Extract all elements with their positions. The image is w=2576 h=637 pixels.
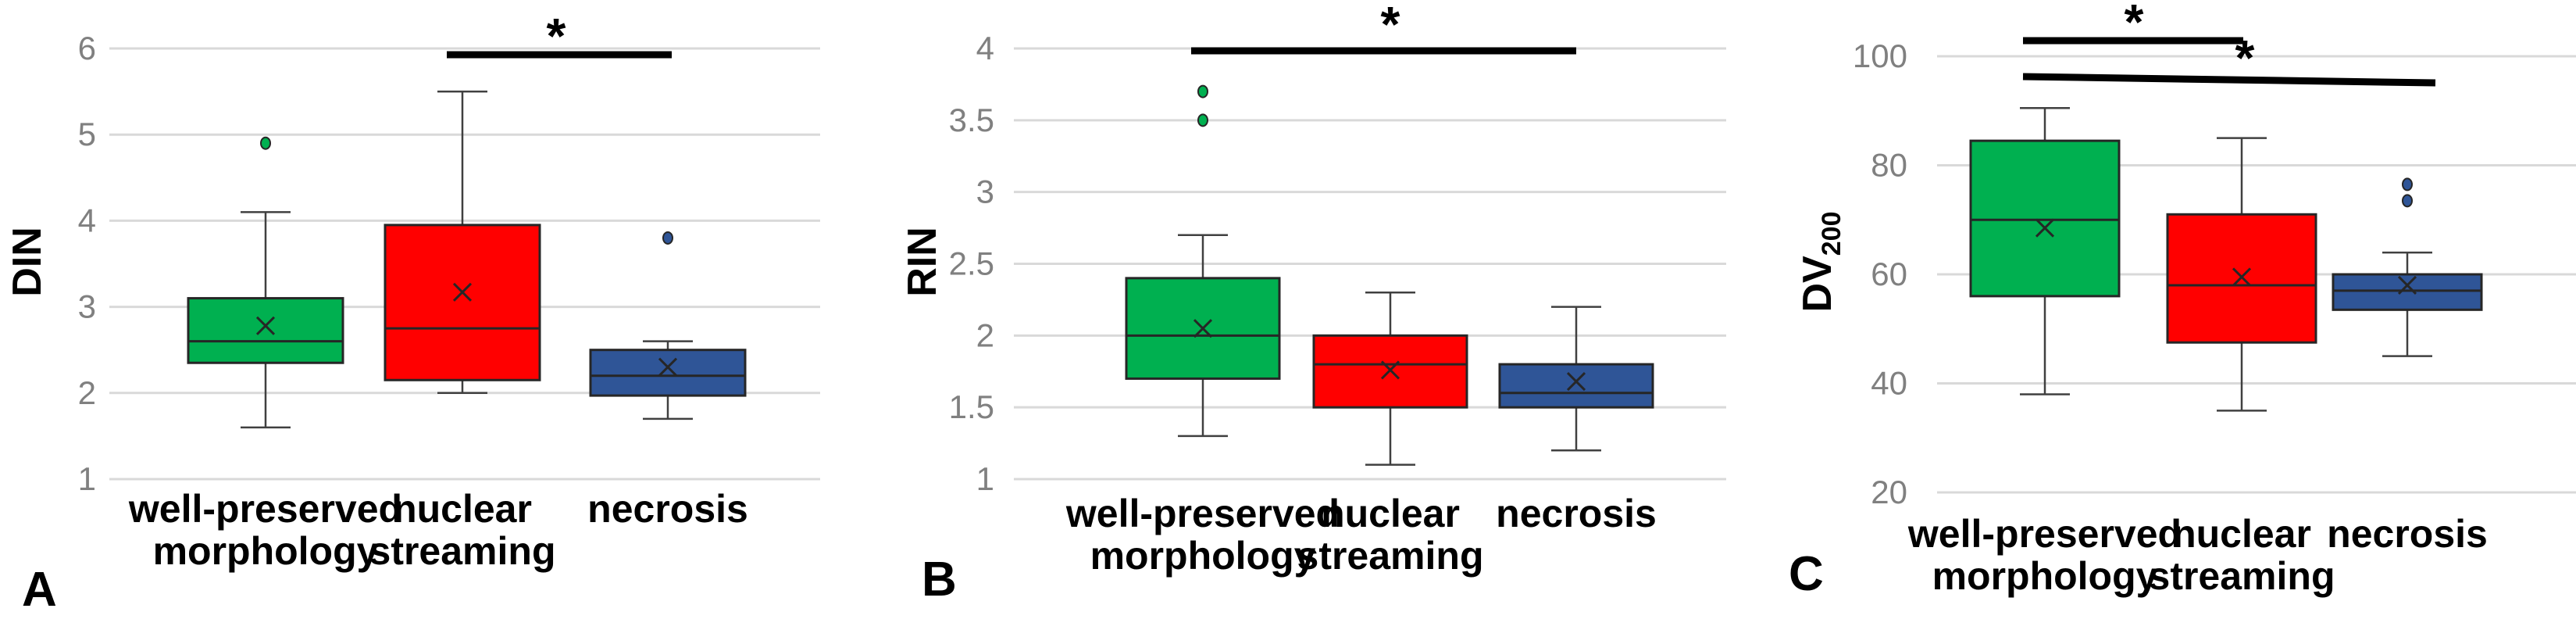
significance-star: *: [2125, 0, 2144, 50]
panel-label: A: [22, 563, 57, 617]
x-category-label: well-preserved morphology: [1065, 492, 1340, 578]
box-iqr: [589, 349, 747, 397]
x-category-label: nuclear streaming: [369, 487, 556, 573]
mean-marker: [452, 282, 473, 302]
x-category-label: well-preserved morphology: [128, 487, 402, 573]
mean-marker: [1380, 360, 1400, 380]
y-axis-label-main: RIN: [900, 227, 945, 297]
mean-marker: [2232, 267, 2252, 287]
y-tick-label: 3: [976, 174, 994, 210]
y-axis-label-subscript: 200: [1817, 212, 1846, 256]
x-category-label-line: nuclear: [2172, 512, 2311, 556]
x-category-label-line: morphology: [1932, 554, 2158, 598]
box-iqr: [187, 297, 344, 364]
y-tick-label: 4: [78, 202, 96, 238]
y-tick-label: 4: [976, 30, 994, 66]
y-tick-label: 100: [1853, 38, 1907, 74]
outlier-point: [260, 136, 271, 150]
significance-bar: [2022, 73, 2436, 87]
y-tick-label: 2: [976, 317, 994, 353]
y-tick-label: 80: [1871, 147, 1907, 184]
mean-marker: [1566, 372, 1586, 392]
significance-star: *: [547, 8, 566, 64]
y-tick-label: 1: [78, 460, 96, 497]
x-category-label-line: well-preserved: [128, 487, 402, 531]
box-iqr: [2332, 273, 2483, 311]
x-category-label-line: necrosis: [587, 487, 748, 531]
x-category-label-line: nuclear: [393, 487, 532, 531]
panel-label: B: [922, 553, 957, 607]
significance-star: *: [1381, 0, 1400, 52]
x-category-label-line: morphology: [1090, 534, 1316, 578]
x-category-label: necrosis: [1496, 492, 1657, 535]
y-tick-label: 2: [78, 374, 96, 411]
mean-marker: [2035, 218, 2055, 238]
significance-star: *: [2235, 30, 2255, 86]
y-tick-label: 6: [78, 30, 96, 66]
y-tick-label: 2.5: [949, 245, 994, 282]
x-category-label-line: necrosis: [1496, 492, 1657, 535]
panel-label: C: [1789, 547, 1824, 601]
y-tick-label: 1.5: [949, 388, 994, 425]
y-tick-label: 5: [78, 116, 96, 152]
box-iqr: [1498, 363, 1654, 409]
y-tick-label: 1: [976, 460, 994, 497]
outlier-point: [2402, 177, 2413, 191]
x-category-label-line: nuclear: [1321, 492, 1460, 535]
y-tick-label: 3: [78, 288, 96, 325]
y-axis-label-main: DV: [1795, 256, 1840, 313]
x-category-label-line: well-preserved: [1065, 492, 1340, 535]
x-category-label: necrosis: [587, 487, 748, 531]
outlier-point: [1197, 84, 1208, 98]
mean-marker: [255, 316, 276, 335]
x-category-label: well-preserved morphology: [1907, 512, 2182, 598]
box-iqr: [384, 224, 541, 381]
y-axis-label: DIN: [5, 227, 50, 297]
y-axis-label-main: DIN: [5, 227, 50, 297]
y-axis-label: RIN: [900, 227, 945, 297]
x-category-label-line: streaming: [369, 529, 556, 573]
x-category-label-line: necrosis: [2327, 512, 2488, 556]
x-category-label-line: morphology: [153, 529, 379, 573]
mean-marker: [2397, 275, 2417, 295]
x-category-label: nuclear streaming: [2149, 512, 2335, 598]
x-category-label-line: streaming: [2149, 554, 2335, 598]
y-tick-label: 60: [1871, 256, 1907, 292]
outlier-point: [2402, 194, 2413, 208]
x-category-label-line: streaming: [1297, 534, 1484, 578]
x-category-label: nuclear streaming: [1297, 492, 1484, 578]
y-tick-label: 40: [1871, 365, 1907, 402]
x-category-label: necrosis: [2327, 512, 2488, 556]
mean-marker: [658, 357, 678, 377]
outlier-point: [1197, 113, 1208, 127]
y-axis-label: DV200: [1795, 212, 1846, 313]
x-category-label-line: well-preserved: [1907, 512, 2182, 556]
y-tick-label: 3.5: [949, 102, 994, 138]
box-iqr: [1969, 139, 2121, 298]
mean-marker: [1193, 319, 1213, 338]
y-tick-label: 20: [1871, 474, 1907, 510]
outlier-point: [662, 231, 673, 245]
